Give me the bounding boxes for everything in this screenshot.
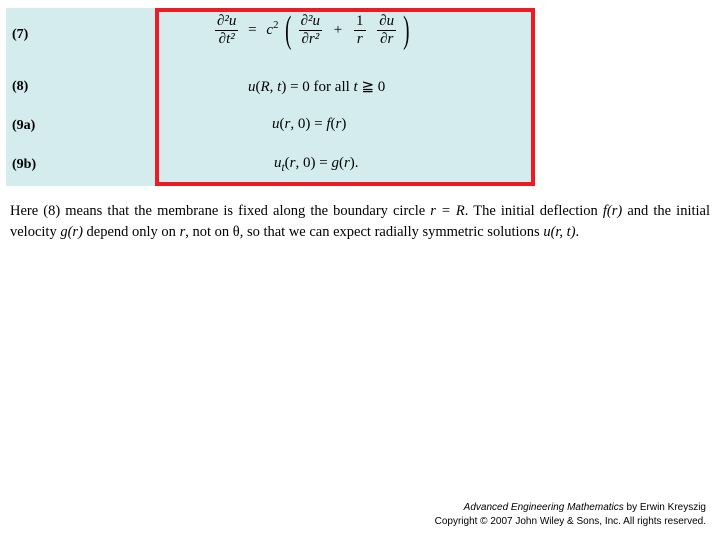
eq7-c2: c2 xyxy=(266,22,278,38)
eq7-t2a-den: r xyxy=(354,31,366,48)
explanatory-paragraph: Here (8) means that the membrane is fixe… xyxy=(10,201,710,243)
eq7-t2b-den: ∂r xyxy=(377,31,396,48)
para-1i: , not on θ, so that we can expect radial… xyxy=(185,224,543,240)
para-1f: g(r) xyxy=(60,224,83,240)
eq7-lhs-num: ∂²u xyxy=(215,13,238,31)
footer-book-title: Advanced Engineering Mathematics xyxy=(464,502,624,513)
equation-9a: u(r, 0) = f(r) xyxy=(272,116,346,133)
equation-8: u(R, t) = 0 for all t ≧ 0 xyxy=(248,77,385,96)
eq7-t2b-num: ∂u xyxy=(377,13,396,31)
label-eq8: (8) xyxy=(12,79,28,95)
footer-line1: Advanced Engineering Mathematics by Erwi… xyxy=(435,501,706,515)
eq7-lhs-den: ∂t² xyxy=(215,31,238,48)
footer-author: by Erwin Kreyszig xyxy=(624,502,706,513)
eq7-t1-den: ∂r² xyxy=(299,31,322,48)
equation-9b: ut(r, 0) = g(r). xyxy=(274,155,359,174)
para-1d: f(r) xyxy=(603,203,622,219)
label-eq9a: (9a) xyxy=(12,118,35,134)
eq7-t2a-num: 1 xyxy=(354,13,366,31)
para-1j: u(r, t) xyxy=(543,224,575,240)
para-1c: . The initial deflection xyxy=(465,203,603,219)
eq7-plus: + xyxy=(326,22,350,38)
para-1b: r = R xyxy=(430,203,464,219)
equation-7: ∂²u ∂t² = c2 ( ∂²u ∂r² + 1 r ∂u ∂r ) xyxy=(215,13,413,47)
para-1a: Here (8) means that the membrane is fixe… xyxy=(10,203,430,219)
footer: Advanced Engineering Mathematics by Erwi… xyxy=(435,501,706,528)
para-1k: . xyxy=(576,224,580,240)
para-1g: depend only on xyxy=(83,224,180,240)
footer-line2: Copyright © 2007 John Wiley & Sons, Inc.… xyxy=(435,515,706,529)
eq7-t1-num: ∂²u xyxy=(299,13,322,31)
label-eq7: (7) xyxy=(12,27,28,43)
label-eq9b: (9b) xyxy=(12,157,36,173)
